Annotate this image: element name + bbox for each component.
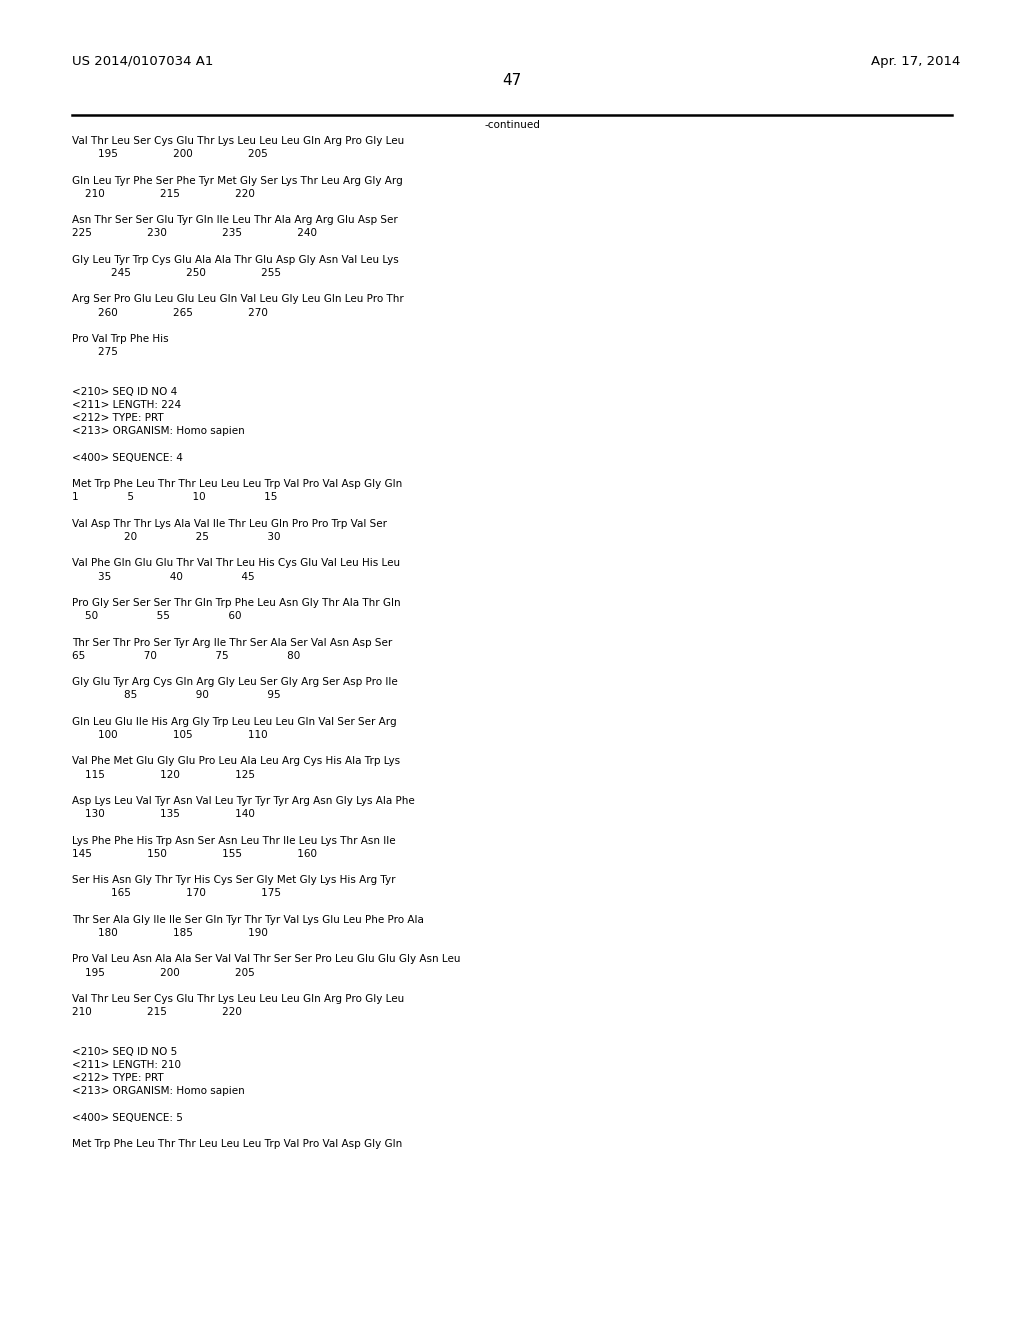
- Text: 210                 215                 220: 210 215 220: [72, 189, 255, 199]
- Text: 260                 265                 270: 260 265 270: [72, 308, 268, 318]
- Text: <213> ORGANISM: Homo sapien: <213> ORGANISM: Homo sapien: [72, 426, 245, 437]
- Text: <212> TYPE: PRT: <212> TYPE: PRT: [72, 413, 164, 424]
- Text: Pro Gly Ser Ser Ser Thr Gln Trp Phe Leu Asn Gly Thr Ala Thr Gln: Pro Gly Ser Ser Ser Thr Gln Trp Phe Leu …: [72, 598, 400, 609]
- Text: 245                 250                 255: 245 250 255: [72, 268, 281, 279]
- Text: Ser His Asn Gly Thr Tyr His Cys Ser Gly Met Gly Lys His Arg Tyr: Ser His Asn Gly Thr Tyr His Cys Ser Gly …: [72, 875, 395, 886]
- Text: Met Trp Phe Leu Thr Thr Leu Leu Leu Trp Val Pro Val Asp Gly Gln: Met Trp Phe Leu Thr Thr Leu Leu Leu Trp …: [72, 479, 402, 490]
- Text: Apr. 17, 2014: Apr. 17, 2014: [870, 55, 961, 69]
- Text: <400> SEQUENCE: 4: <400> SEQUENCE: 4: [72, 453, 183, 463]
- Text: <210> SEQ ID NO 5: <210> SEQ ID NO 5: [72, 1047, 177, 1057]
- Text: Thr Ser Thr Pro Ser Tyr Arg Ile Thr Ser Ala Ser Val Asn Asp Ser: Thr Ser Thr Pro Ser Tyr Arg Ile Thr Ser …: [72, 638, 392, 648]
- Text: Gln Leu Glu Ile His Arg Gly Trp Leu Leu Leu Gln Val Ser Ser Arg: Gln Leu Glu Ile His Arg Gly Trp Leu Leu …: [72, 717, 396, 727]
- Text: 145                 150                 155                 160: 145 150 155 160: [72, 849, 317, 859]
- Text: 35                  40                  45: 35 40 45: [72, 572, 255, 582]
- Text: Val Asp Thr Thr Lys Ala Val Ile Thr Leu Gln Pro Pro Trp Val Ser: Val Asp Thr Thr Lys Ala Val Ile Thr Leu …: [72, 519, 387, 529]
- Text: 20                  25                  30: 20 25 30: [72, 532, 281, 543]
- Text: Val Thr Leu Ser Cys Glu Thr Lys Leu Leu Leu Gln Arg Pro Gly Leu: Val Thr Leu Ser Cys Glu Thr Lys Leu Leu …: [72, 136, 404, 147]
- Text: Gln Leu Tyr Phe Ser Phe Tyr Met Gly Ser Lys Thr Leu Arg Gly Arg: Gln Leu Tyr Phe Ser Phe Tyr Met Gly Ser …: [72, 176, 402, 186]
- Text: <400> SEQUENCE: 5: <400> SEQUENCE: 5: [72, 1113, 183, 1123]
- Text: 165                 170                 175: 165 170 175: [72, 888, 281, 899]
- Text: 195                 200                 205: 195 200 205: [72, 968, 255, 978]
- Text: <210> SEQ ID NO 4: <210> SEQ ID NO 4: [72, 387, 177, 397]
- Text: Lys Phe Phe His Trp Asn Ser Asn Leu Thr Ile Leu Lys Thr Asn Ile: Lys Phe Phe His Trp Asn Ser Asn Leu Thr …: [72, 836, 395, 846]
- Text: Asn Thr Ser Ser Glu Tyr Gln Ile Leu Thr Ala Arg Arg Glu Asp Ser: Asn Thr Ser Ser Glu Tyr Gln Ile Leu Thr …: [72, 215, 397, 226]
- Text: 275: 275: [72, 347, 118, 358]
- Text: 100                 105                 110: 100 105 110: [72, 730, 267, 741]
- Text: <211> LENGTH: 224: <211> LENGTH: 224: [72, 400, 181, 411]
- Text: 130                 135                 140: 130 135 140: [72, 809, 255, 820]
- Text: -continued: -continued: [484, 120, 540, 129]
- Text: Pro Val Trp Phe His: Pro Val Trp Phe His: [72, 334, 169, 345]
- Text: 195                 200                 205: 195 200 205: [72, 149, 267, 160]
- Text: 180                 185                 190: 180 185 190: [72, 928, 268, 939]
- Text: Pro Val Leu Asn Ala Ala Ser Val Val Thr Ser Ser Pro Leu Glu Glu Gly Asn Leu: Pro Val Leu Asn Ala Ala Ser Val Val Thr …: [72, 954, 461, 965]
- Text: Val Thr Leu Ser Cys Glu Thr Lys Leu Leu Leu Gln Arg Pro Gly Leu: Val Thr Leu Ser Cys Glu Thr Lys Leu Leu …: [72, 994, 404, 1005]
- Text: <211> LENGTH: 210: <211> LENGTH: 210: [72, 1060, 181, 1071]
- Text: Gly Glu Tyr Arg Cys Gln Arg Gly Leu Ser Gly Arg Ser Asp Pro Ile: Gly Glu Tyr Arg Cys Gln Arg Gly Leu Ser …: [72, 677, 397, 688]
- Text: US 2014/0107034 A1: US 2014/0107034 A1: [72, 55, 213, 69]
- Text: Met Trp Phe Leu Thr Thr Leu Leu Leu Trp Val Pro Val Asp Gly Gln: Met Trp Phe Leu Thr Thr Leu Leu Leu Trp …: [72, 1139, 402, 1150]
- Text: 50                  55                  60: 50 55 60: [72, 611, 242, 622]
- Text: 115                 120                 125: 115 120 125: [72, 770, 255, 780]
- Text: 47: 47: [503, 73, 521, 88]
- Text: 225                 230                 235                 240: 225 230 235 240: [72, 228, 317, 239]
- Text: Arg Ser Pro Glu Leu Glu Leu Gln Val Leu Gly Leu Gln Leu Pro Thr: Arg Ser Pro Glu Leu Glu Leu Gln Val Leu …: [72, 294, 403, 305]
- Text: 210                 215                 220: 210 215 220: [72, 1007, 242, 1018]
- Text: Gly Leu Tyr Trp Cys Glu Ala Ala Thr Glu Asp Gly Asn Val Leu Lys: Gly Leu Tyr Trp Cys Glu Ala Ala Thr Glu …: [72, 255, 398, 265]
- Text: Val Phe Gln Glu Glu Thr Val Thr Leu His Cys Glu Val Leu His Leu: Val Phe Gln Glu Glu Thr Val Thr Leu His …: [72, 558, 400, 569]
- Text: 65                  70                  75                  80: 65 70 75 80: [72, 651, 300, 661]
- Text: 1               5                  10                  15: 1 5 10 15: [72, 492, 278, 503]
- Text: <212> TYPE: PRT: <212> TYPE: PRT: [72, 1073, 164, 1084]
- Text: Asp Lys Leu Val Tyr Asn Val Leu Tyr Tyr Tyr Arg Asn Gly Lys Ala Phe: Asp Lys Leu Val Tyr Asn Val Leu Tyr Tyr …: [72, 796, 415, 807]
- Text: 85                  90                  95: 85 90 95: [72, 690, 281, 701]
- Text: Thr Ser Ala Gly Ile Ile Ser Gln Tyr Thr Tyr Val Lys Glu Leu Phe Pro Ala: Thr Ser Ala Gly Ile Ile Ser Gln Tyr Thr …: [72, 915, 424, 925]
- Text: <213> ORGANISM: Homo sapien: <213> ORGANISM: Homo sapien: [72, 1086, 245, 1097]
- Text: Val Phe Met Glu Gly Glu Pro Leu Ala Leu Arg Cys His Ala Trp Lys: Val Phe Met Glu Gly Glu Pro Leu Ala Leu …: [72, 756, 400, 767]
